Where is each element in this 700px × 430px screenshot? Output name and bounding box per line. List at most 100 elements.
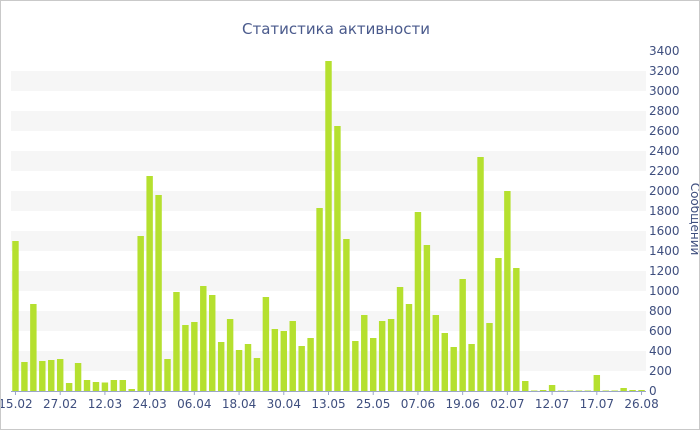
bar [137, 236, 144, 391]
y-tick-label: 600 [649, 324, 672, 338]
bar [370, 338, 377, 391]
bar [468, 344, 475, 391]
bar [12, 241, 19, 391]
bar [459, 279, 466, 391]
bar [128, 389, 135, 391]
bars [12, 61, 645, 391]
bar [235, 350, 243, 391]
bar [146, 176, 153, 391]
bar [271, 329, 279, 391]
bar [30, 304, 37, 391]
bar [74, 363, 82, 391]
bar [343, 239, 350, 391]
bar [405, 304, 413, 391]
x-tick-label: 15.02 [1, 397, 33, 411]
bar [548, 385, 556, 391]
y-tick-label: 1200 [649, 264, 680, 278]
bar [200, 286, 207, 391]
bar [182, 325, 189, 391]
bar [584, 390, 592, 391]
y-tick-label: 800 [649, 304, 672, 318]
bar [316, 208, 323, 391]
bar [396, 287, 404, 391]
bar [65, 383, 73, 391]
y-tick-label: 200 [649, 364, 672, 378]
bar [450, 347, 457, 391]
x-tick-label: 12.03 [88, 397, 122, 411]
bar [56, 359, 64, 391]
bar [119, 380, 127, 391]
bar [378, 321, 386, 391]
bar [602, 390, 609, 391]
x-tick-label: 06.04 [177, 397, 211, 411]
x-tick-label: 18.04 [222, 397, 256, 411]
bar [155, 195, 162, 391]
x-tick-label: 26.08 [624, 397, 658, 411]
bar [504, 191, 511, 391]
y-axis-ticks: 0 200 400 600 800 1000 1200 1400 1600 1800 2000 220… [649, 44, 680, 398]
bar [253, 358, 261, 391]
bar [593, 375, 601, 391]
y-tick-label: 2800 [649, 104, 680, 118]
bar [557, 390, 565, 391]
x-tick-label: 24.03 [132, 397, 166, 411]
bar [387, 319, 395, 391]
x-tick-label: 02.07 [490, 397, 524, 411]
x-tick-label: 25.05 [356, 397, 390, 411]
bar [262, 297, 270, 391]
bar [244, 344, 252, 391]
y-tick-label: 2200 [649, 164, 680, 178]
bar [629, 390, 636, 391]
bar [486, 323, 493, 391]
x-tick-label: 27.02 [43, 397, 77, 411]
bar [173, 292, 180, 391]
x-tick-label: 13.05 [311, 397, 345, 411]
bar [164, 359, 171, 391]
y-tick-label: 1800 [649, 204, 680, 218]
bar [209, 295, 216, 391]
x-tick-label: 19.06 [445, 397, 479, 411]
bar [325, 61, 332, 391]
bar [352, 341, 359, 391]
bar [110, 380, 118, 391]
bar [441, 333, 448, 391]
bar [39, 361, 46, 391]
chart-title: Статистика активности [242, 20, 430, 38]
bar [638, 390, 645, 391]
y-tick-label: 2400 [649, 144, 680, 158]
x-tick-label: 30.04 [267, 397, 301, 411]
bar [361, 315, 368, 391]
bar [522, 381, 529, 391]
bar [307, 338, 314, 391]
bar [477, 157, 484, 391]
bar [226, 319, 234, 391]
bar [620, 388, 627, 391]
y-tick-label: 2000 [649, 184, 680, 198]
y-tick-label: 1400 [649, 244, 680, 258]
bar [101, 382, 109, 391]
bar [575, 390, 583, 391]
x-axis-ticks: 15.02 27.02 12.03 24.03 06.04 18.04 30.04 13.05… [1, 391, 659, 411]
x-tick-label: 07.06 [401, 397, 435, 411]
bar [414, 212, 422, 391]
bar [289, 321, 296, 391]
bar [611, 390, 618, 391]
bar [423, 245, 431, 391]
x-tick-label: 17.07 [580, 397, 614, 411]
bar [495, 258, 502, 391]
bar [566, 390, 574, 391]
y-tick-label: 3000 [649, 84, 680, 98]
y-tick-label: 1600 [649, 224, 680, 238]
bar [191, 322, 198, 391]
bar [513, 268, 520, 391]
y-tick-label: 0 [649, 384, 657, 398]
y-tick-label: 3400 [649, 44, 680, 58]
y-axis-label: Сообщений [688, 183, 699, 256]
y-tick-label: 2600 [649, 124, 680, 138]
y-tick-label: 3200 [649, 64, 680, 78]
y-tick-label: 400 [649, 344, 672, 358]
bar [48, 360, 55, 391]
bar [217, 342, 225, 391]
